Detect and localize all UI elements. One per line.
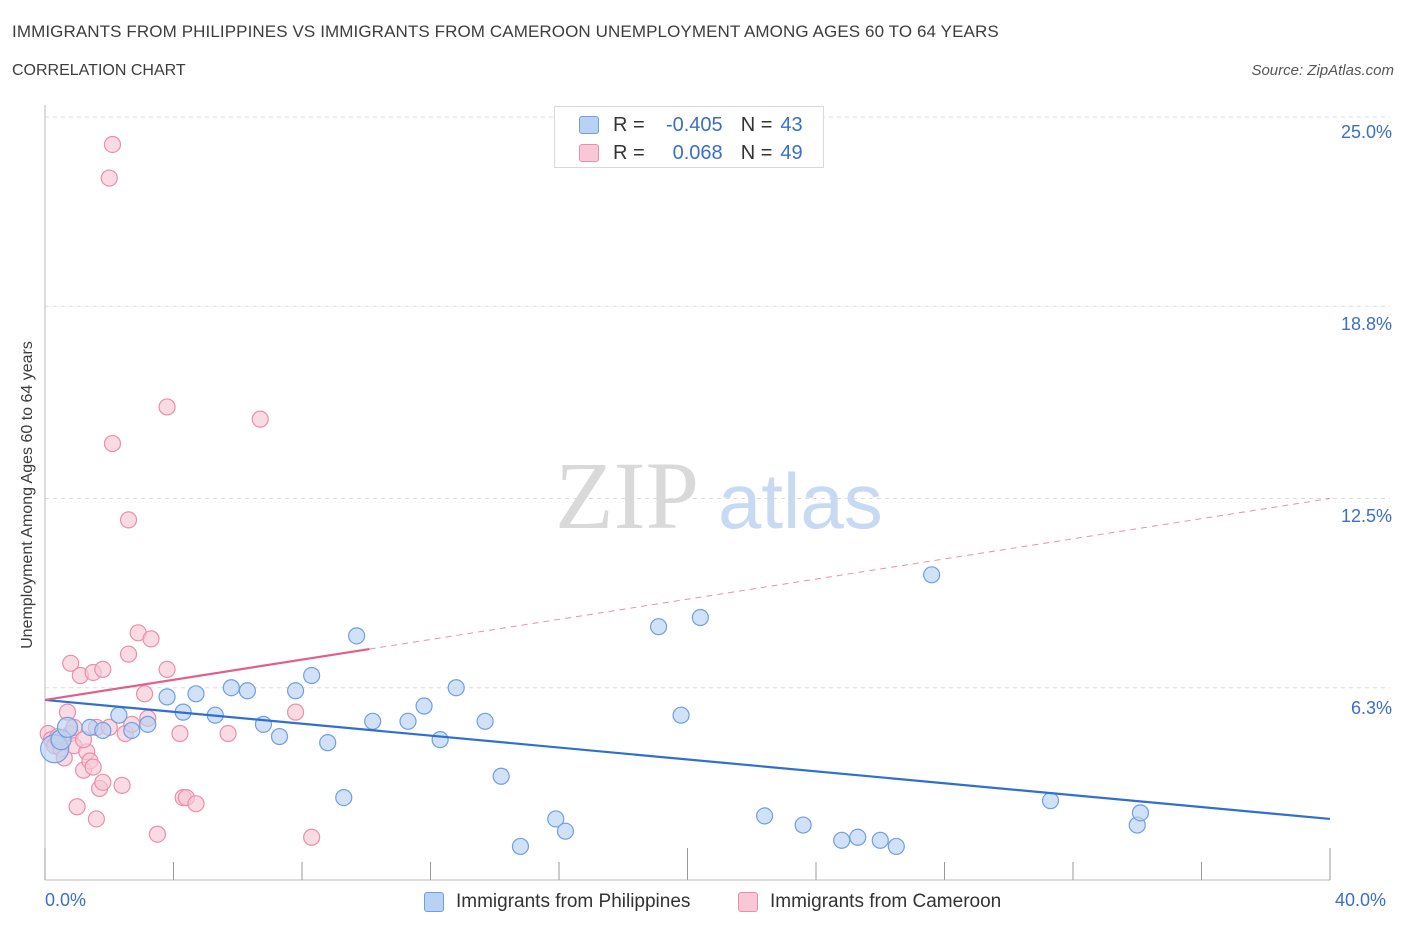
bottom-legend-label: Immigrants from Cameroon xyxy=(770,891,1002,912)
data-point xyxy=(348,627,366,645)
data-point xyxy=(158,398,176,416)
data-point xyxy=(62,654,80,672)
data-point xyxy=(123,721,141,740)
data-point xyxy=(270,727,289,746)
y-tick-label: 6.3% xyxy=(1350,698,1392,718)
correlation-legend: R = -0.405 N = 43 R = 0.068 N = 49 xyxy=(554,106,824,168)
legend-row-philippines: R = -0.405 N = 43 xyxy=(579,113,803,137)
legend-n-value: 43 xyxy=(780,113,803,136)
data-point xyxy=(431,731,449,749)
data-point xyxy=(94,660,112,679)
data-point xyxy=(139,715,157,733)
data-point xyxy=(649,618,668,636)
data-point xyxy=(222,679,240,697)
bottom-legend-label: Immigrants from Philippines xyxy=(456,891,691,912)
data-point xyxy=(833,831,851,849)
data-point xyxy=(68,798,86,816)
legend-n-value: 49 xyxy=(780,141,803,164)
data-point xyxy=(399,712,417,730)
legend-r-value: 0.068 xyxy=(672,141,723,164)
data-point xyxy=(364,712,382,730)
data-point xyxy=(303,828,321,846)
source-label: Source: ZipAtlas.com xyxy=(1251,62,1394,79)
y-tick-label: 18.8% xyxy=(1340,314,1392,334)
legend-r-label: R = xyxy=(613,113,645,136)
data-point xyxy=(113,776,131,794)
data-point xyxy=(794,816,812,834)
data-point xyxy=(923,566,941,584)
legend-r-label: R = xyxy=(613,141,645,164)
data-point xyxy=(303,666,321,685)
data-point xyxy=(547,810,565,828)
data-point xyxy=(447,679,465,697)
data-point xyxy=(492,767,510,785)
x-tick-label-max: 40.0% xyxy=(1335,890,1387,910)
legend-n-label: N = xyxy=(740,141,773,164)
data-point xyxy=(142,630,160,648)
data-point xyxy=(251,410,269,428)
data-point xyxy=(187,685,205,703)
philippines-points xyxy=(40,566,1150,856)
data-point xyxy=(511,837,530,856)
data-point xyxy=(849,828,867,846)
data-point xyxy=(148,825,167,843)
y-tick-label: 25.0% xyxy=(1340,122,1392,142)
data-point xyxy=(286,682,305,700)
data-point xyxy=(871,831,889,849)
data-point xyxy=(158,688,176,706)
data-point xyxy=(103,434,122,453)
bottom-legend-swatch-blue xyxy=(424,892,444,912)
trend-line-solid xyxy=(44,647,370,702)
watermark-zip: ZIP xyxy=(555,442,699,549)
data-point xyxy=(119,645,138,663)
data-point xyxy=(672,706,690,724)
y-axis-label-wrap: Unemployment Among Ages 60 to 64 years xyxy=(16,110,40,880)
trend-line-solid xyxy=(44,698,1331,821)
watermark-atlas: atlas xyxy=(718,457,883,545)
data-point xyxy=(56,716,79,739)
data-point xyxy=(219,724,237,743)
data-point xyxy=(335,788,353,807)
data-point xyxy=(103,135,122,154)
bottom-legend-philippines: Immigrants from Philippines xyxy=(424,890,690,914)
grid-lines xyxy=(45,116,1390,689)
data-point xyxy=(110,706,128,724)
data-point xyxy=(691,608,709,627)
legend-row-cameroon: R = 0.068 N = 49 xyxy=(579,141,803,165)
data-point xyxy=(135,685,154,703)
data-point xyxy=(171,724,189,743)
data-point xyxy=(158,660,176,679)
legend-n-label: N = xyxy=(740,113,773,136)
legend-swatch-blue xyxy=(579,116,599,134)
data-point xyxy=(187,795,205,813)
data-point xyxy=(286,703,305,721)
data-point xyxy=(119,511,138,529)
data-point xyxy=(100,169,118,187)
legend-r-value: -0.405 xyxy=(665,113,723,136)
data-point xyxy=(1041,792,1060,810)
data-point xyxy=(87,810,106,828)
data-point xyxy=(476,712,494,730)
data-point xyxy=(1131,804,1150,822)
data-point xyxy=(319,734,337,752)
data-point xyxy=(84,758,102,776)
data-point xyxy=(887,837,905,856)
data-point xyxy=(94,773,112,791)
data-point xyxy=(238,682,256,700)
chart-subtitle: CORRELATION CHART xyxy=(12,62,186,79)
y-tick-label: 12.5% xyxy=(1340,506,1392,526)
trend-line-dashed xyxy=(369,498,1331,650)
bottom-legend-swatch-pink xyxy=(738,892,758,912)
y-axis-label: Unemployment Among Ages 60 to 64 years xyxy=(19,341,36,649)
trend-lines xyxy=(44,498,1331,821)
data-point xyxy=(94,721,112,740)
bottom-legend-cameroon: Immigrants from Cameroon xyxy=(738,890,1001,914)
data-point xyxy=(556,822,575,840)
x-tick-label-min: 0.0% xyxy=(45,890,87,910)
data-point xyxy=(415,697,433,715)
data-point xyxy=(755,807,774,825)
legend-swatch-pink xyxy=(579,144,599,162)
chart-title: IMMIGRANTS FROM PHILIPPINES VS IMMIGRANT… xyxy=(12,22,999,41)
